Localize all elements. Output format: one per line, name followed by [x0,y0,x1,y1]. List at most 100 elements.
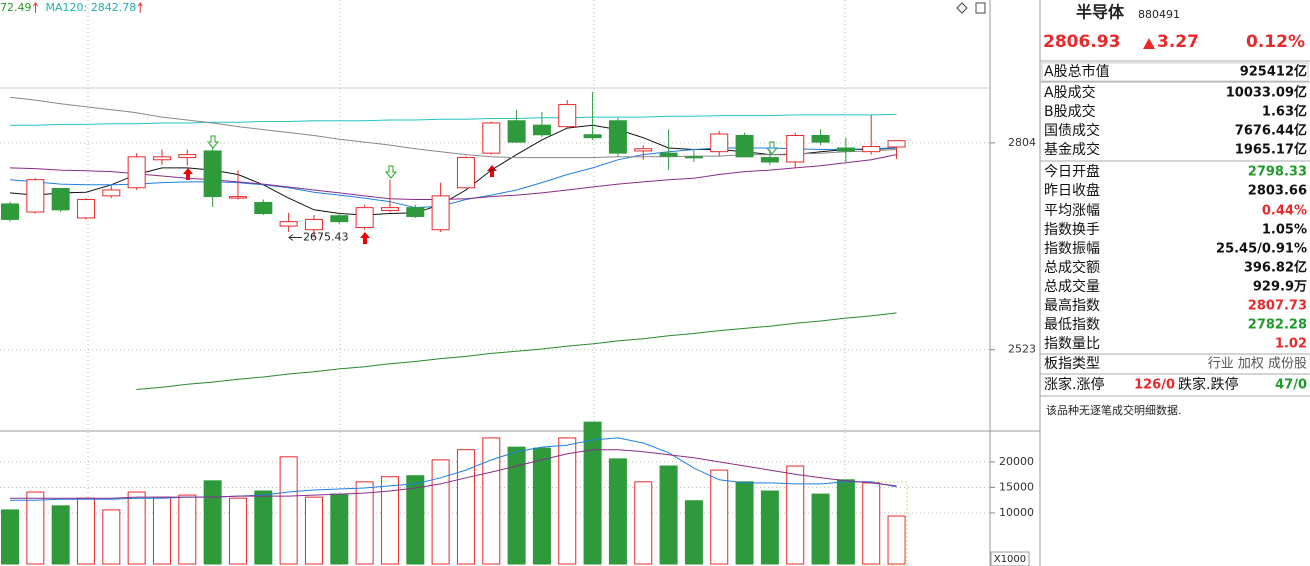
last-price: 2806.93 [1043,32,1120,52]
panel-code: 880491 [1138,8,1180,21]
y-tick-label: 15000 [999,480,1034,493]
volume-bar [710,469,729,565]
ma-line [10,437,897,501]
volume-bar [406,475,425,565]
candle-body [608,120,627,154]
volume-bar [608,458,627,565]
volume-bar [228,497,247,565]
volume-bar [102,509,121,565]
volume-bar [76,497,95,565]
row-value: 行业 加权 成份股 [1208,356,1307,372]
candle-body [558,104,577,128]
candle-body [583,134,602,139]
readout-item: 72.49 [0,1,32,14]
row-value: 2803.66 [1248,184,1307,199]
candle-body [152,156,171,161]
sell-arrow [384,165,398,179]
candle-body [228,196,247,199]
row-label: B股成交 [1044,103,1096,120]
sell-arrow [206,135,220,149]
row-label: 总成交量 [1044,278,1100,295]
signal-arrows [183,135,779,244]
candle-body [659,152,678,157]
window-icon[interactable] [975,2,986,14]
diamond-icon[interactable] [956,2,968,14]
price-change: 3.27 [1157,32,1199,52]
candle-body [684,156,703,159]
readout-value: 2842.78 [91,1,137,14]
volume-bar [127,491,146,565]
low-annotation: 2675.43 [303,231,349,244]
volume-bar [355,481,374,565]
volume-bar [380,476,399,565]
candle-body [330,215,349,223]
readout-value: 72.49 [0,1,32,14]
ma-line [136,312,897,390]
annotation-arrow [288,234,302,241]
volume-bar [811,493,830,565]
row-value: 1.63亿 [1262,104,1307,120]
candle-body [482,122,501,154]
buy-arrow [487,165,497,177]
panel-note: 该品种无逐笔成交明细数据. [1046,403,1182,417]
ma-line [10,113,897,126]
row-label: 基金成交 [1044,141,1100,158]
candle-body [102,189,121,197]
volume-bar [431,459,450,565]
candle-body [127,156,146,189]
row-value: 1.02 [1275,337,1307,352]
row-value: 10033.09亿 [1226,85,1307,101]
y-tick-label: 20000 [999,455,1034,468]
candle-body [862,146,881,153]
candle-body [710,133,729,153]
candle-body [431,195,450,231]
candle-body [380,207,399,212]
breadth-value: 47/0 [1275,378,1307,393]
candle-body [735,134,754,158]
readout-name: MA120: [46,1,88,14]
row-value: 2782.28 [1248,318,1307,333]
volume-bar [304,496,323,565]
up-triangle [1143,38,1155,49]
unit-label: X1000 [994,554,1026,565]
readout-item: MA120: 2842.78 [46,1,137,14]
candle-body [532,124,551,136]
row-label: 平均涨幅 [1044,203,1100,219]
volume-bar [456,449,475,565]
volume-bar [760,490,779,565]
volume-bar [887,515,906,565]
volume-bar [178,494,197,565]
volume-bar [634,481,653,565]
row-value: 925412亿 [1240,64,1307,80]
candle-body [254,201,273,215]
candle-body [76,199,95,219]
candle-body [51,187,70,211]
row-label: 指数换手 [1044,221,1100,238]
ma-line [9,96,897,159]
candle-body [1,203,19,220]
candle-body [887,140,906,148]
ma-line [10,449,897,499]
candle-body [634,148,653,152]
candle-body [507,120,526,143]
candle-body [304,218,323,231]
volume-bar [532,447,551,565]
row-value: 25.45/0.91% [1216,242,1307,257]
panel-title: 半导体 [1076,3,1125,22]
y-tick-label: 10000 [999,506,1034,519]
row-value: 2807.73 [1248,299,1307,314]
volume-bar [558,437,577,565]
row-label: 指数振幅 [1044,241,1100,257]
frame [0,0,1041,566]
volume-bar [254,490,273,565]
breadth-value: 126/0 [1134,378,1175,393]
volume-bar [735,481,754,565]
candle-body [178,154,197,159]
volume-bar [482,437,501,565]
row-label: 最低指数 [1044,317,1100,333]
volume-bar [507,446,526,565]
volume-bar [836,479,855,565]
row-value: 2798.33 [1248,165,1307,180]
row-value: 396.82亿 [1244,260,1307,276]
